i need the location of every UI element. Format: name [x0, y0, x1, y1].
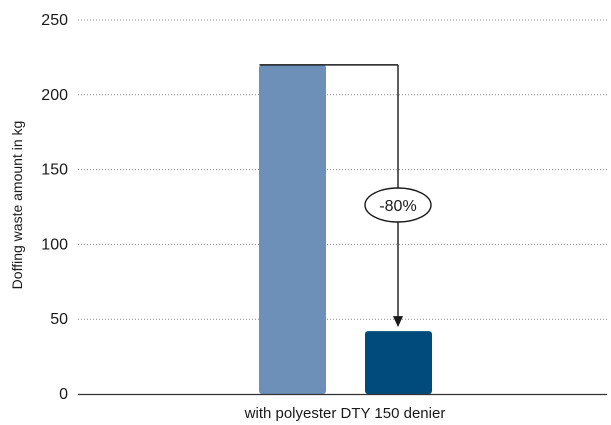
y-tick-labels: 0 50 100 150 200 250: [41, 12, 68, 403]
bars: [259, 64, 432, 394]
bar-series-2: [365, 331, 432, 394]
y-tick-label: 150: [41, 162, 68, 179]
y-axis-label: Doffing waste amount in kg: [9, 121, 25, 290]
annotation-ellipse: [364, 187, 432, 223]
reduction-label: -80%: [379, 198, 416, 215]
x-axis-label: with polyester DTY 150 denier: [244, 405, 446, 422]
y-tick-label: 0: [59, 386, 68, 403]
y-tick-label: 50: [50, 311, 68, 328]
gridlines: [78, 19, 607, 320]
y-tick-label: 250: [41, 12, 68, 29]
y-tick-label: 200: [41, 87, 68, 104]
bar-series-1: [259, 64, 326, 394]
arrow-head: [393, 316, 403, 328]
y-tick-label: 100: [41, 236, 68, 253]
reduction-arrow: -80%: [259, 64, 432, 328]
